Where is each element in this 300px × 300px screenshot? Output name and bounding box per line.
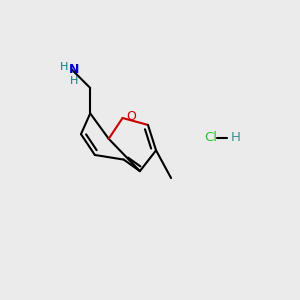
Text: H: H (70, 76, 79, 86)
Text: N: N (69, 63, 80, 76)
Text: H: H (60, 62, 68, 72)
Text: H: H (231, 131, 241, 144)
Text: O: O (126, 110, 136, 123)
Text: Cl: Cl (205, 131, 218, 144)
